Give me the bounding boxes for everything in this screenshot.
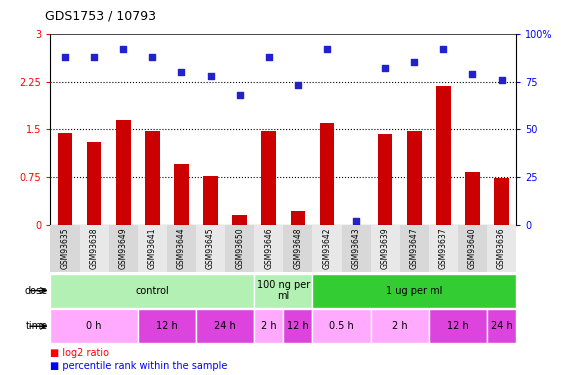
Text: 12 h: 12 h [447, 321, 469, 331]
Text: GSM93636: GSM93636 [497, 227, 506, 269]
Bar [429, 225, 458, 272]
Bar [371, 225, 399, 272]
Bar [145, 130, 160, 225]
Point [352, 218, 361, 224]
Text: GSM93635: GSM93635 [61, 227, 70, 269]
Bar [429, 309, 487, 343]
Text: dose: dose [25, 286, 48, 296]
Text: GDS1753 / 10793: GDS1753 / 10793 [45, 9, 156, 22]
Point [497, 76, 506, 82]
Point [61, 54, 70, 60]
Bar [203, 176, 218, 225]
Point [323, 46, 332, 52]
Bar [494, 178, 509, 225]
Bar [320, 123, 334, 225]
Bar [196, 309, 254, 343]
Text: control: control [135, 286, 169, 296]
Text: 100 ng per
ml: 100 ng per ml [257, 280, 310, 302]
Bar [254, 274, 312, 308]
Text: 12 h: 12 h [156, 321, 178, 331]
Text: 0 h: 0 h [86, 321, 102, 331]
Point [293, 82, 302, 88]
Text: GSM93644: GSM93644 [177, 227, 186, 269]
Point [148, 54, 157, 60]
Bar [196, 225, 225, 272]
Text: ■ percentile rank within the sample: ■ percentile rank within the sample [50, 361, 228, 371]
Bar [487, 225, 516, 272]
Point [90, 54, 99, 60]
Bar [174, 165, 188, 225]
Point [264, 54, 273, 60]
Text: time: time [26, 321, 48, 331]
Bar [261, 131, 276, 225]
Bar [458, 225, 487, 272]
Text: GSM93641: GSM93641 [148, 227, 157, 269]
Point [468, 71, 477, 77]
Text: GSM93642: GSM93642 [323, 227, 332, 269]
Point [206, 73, 215, 79]
Bar [371, 309, 429, 343]
Bar [283, 225, 312, 272]
Bar [399, 225, 429, 272]
Bar [487, 309, 516, 343]
Text: GSM93645: GSM93645 [206, 227, 215, 269]
Bar [312, 309, 371, 343]
Text: 24 h: 24 h [214, 321, 236, 331]
Bar [87, 142, 102, 225]
Text: ■ log2 ratio: ■ log2 ratio [50, 348, 109, 358]
Bar [50, 274, 254, 308]
Text: GSM93646: GSM93646 [264, 227, 273, 269]
Bar [465, 172, 480, 225]
Bar [312, 274, 516, 308]
Bar [109, 225, 138, 272]
Text: GSM93640: GSM93640 [468, 227, 477, 269]
Text: 2 h: 2 h [392, 321, 407, 331]
Point [410, 60, 419, 66]
Bar [50, 225, 80, 272]
Text: GSM93649: GSM93649 [119, 227, 128, 269]
Text: GSM93650: GSM93650 [235, 227, 244, 269]
Text: 12 h: 12 h [287, 321, 309, 331]
Bar [436, 86, 450, 225]
Text: GSM93648: GSM93648 [293, 227, 302, 269]
Bar [225, 225, 254, 272]
Bar [291, 211, 305, 225]
Bar [138, 225, 167, 272]
Bar [80, 225, 109, 272]
Text: 0.5 h: 0.5 h [329, 321, 354, 331]
Bar [254, 309, 283, 343]
Bar [138, 309, 196, 343]
Bar [58, 133, 72, 225]
Point [235, 92, 244, 98]
Bar [407, 131, 421, 225]
Bar [342, 225, 371, 272]
Text: GSM93639: GSM93639 [381, 227, 390, 269]
Text: 2 h: 2 h [261, 321, 277, 331]
Bar [378, 135, 393, 225]
Bar [167, 225, 196, 272]
Point [439, 46, 448, 52]
Point [119, 46, 128, 52]
Bar [50, 309, 138, 343]
Bar [283, 309, 312, 343]
Bar [254, 225, 283, 272]
Bar [312, 225, 342, 272]
Point [177, 69, 186, 75]
Text: 1 ug per ml: 1 ug per ml [386, 286, 443, 296]
Text: GSM93638: GSM93638 [90, 227, 99, 269]
Bar [116, 120, 131, 225]
Text: GSM93647: GSM93647 [410, 227, 419, 269]
Text: GSM93643: GSM93643 [352, 227, 361, 269]
Bar [232, 215, 247, 225]
Point [381, 65, 390, 71]
Text: GSM93637: GSM93637 [439, 227, 448, 269]
Text: 24 h: 24 h [491, 321, 512, 331]
